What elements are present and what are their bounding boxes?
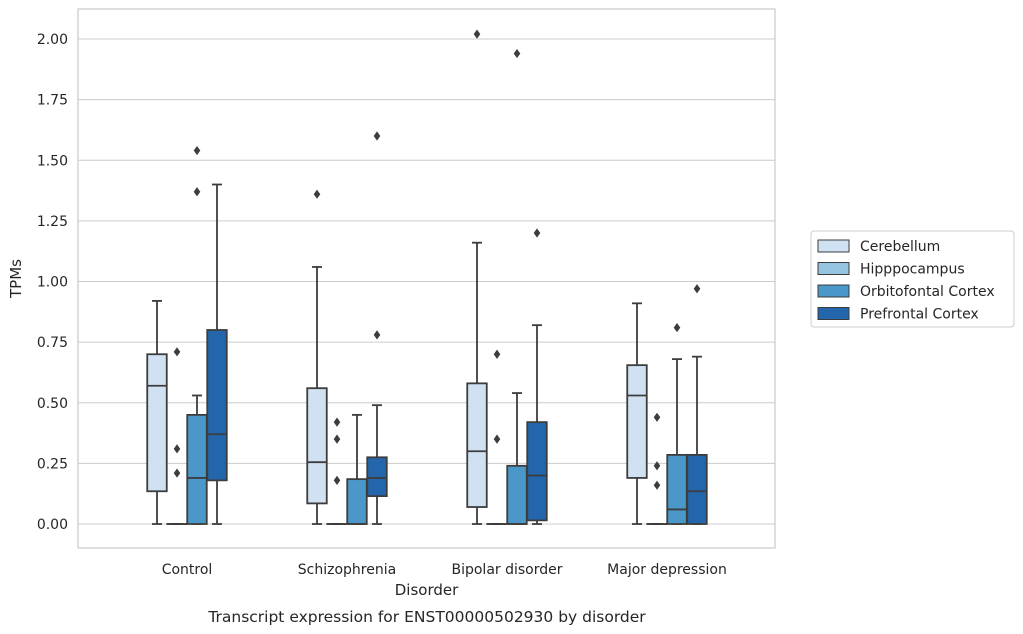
- box-orbitofontal-cortex: [506, 48, 528, 525]
- box-hipppocampus: [646, 412, 668, 525]
- y-tick-label: 0.75: [37, 335, 68, 351]
- box-prefrontal-cortex: [206, 183, 228, 525]
- box-plots: [146, 29, 708, 525]
- outlier-point: [173, 347, 181, 357]
- box-body: [466, 382, 488, 508]
- box-body: [686, 453, 708, 525]
- outlier-point: [313, 189, 321, 199]
- chart-caption: Transcript expression for ENST0000050293…: [207, 608, 646, 626]
- box-body: [346, 478, 368, 525]
- box-hipppocampus: [166, 347, 188, 525]
- y-tick-label: 0.25: [37, 456, 68, 472]
- x-tick-label: Schizophrenia: [298, 562, 396, 578]
- x-tick-label: Major depression: [607, 562, 727, 578]
- outlier-point: [373, 131, 381, 141]
- outlier-point: [173, 468, 181, 478]
- y-tick-label: 1.00: [37, 275, 68, 291]
- outlier-point: [533, 228, 541, 238]
- legend-label: Cerebellum: [860, 239, 940, 255]
- box-body: [506, 464, 528, 525]
- box-body: [306, 387, 328, 505]
- legend-swatch: [817, 239, 850, 253]
- grid-lines: [78, 38, 775, 525]
- outlier-point: [493, 349, 501, 359]
- legend-label: Prefrontal Cortex: [860, 307, 979, 323]
- legend-label: Orbitofontal Cortex: [860, 284, 995, 300]
- box-prefrontal-cortex: [366, 131, 388, 525]
- outlier-point: [333, 434, 341, 444]
- box-prefrontal-cortex: [526, 228, 548, 525]
- box-orbitofontal-cortex: [666, 322, 688, 525]
- box-hipppocampus: [486, 349, 508, 525]
- legend-swatch: [817, 307, 850, 320]
- box-hipppocampus: [326, 417, 348, 525]
- outlier-point: [673, 322, 681, 333]
- y-tick-label: 1.25: [37, 214, 68, 230]
- outlier-point: [173, 444, 181, 454]
- y-tick-label: 1.75: [37, 93, 68, 109]
- box-orbitofontal-cortex: [346, 413, 368, 525]
- outlier-point: [653, 412, 661, 422]
- y-tick-label: 0.00: [37, 517, 68, 533]
- plot-area: [77, 8, 776, 549]
- legend-swatch: [817, 262, 850, 275]
- outlier-point: [333, 417, 341, 427]
- outlier-point: [513, 48, 521, 59]
- y-tick-label: 0.50: [37, 396, 68, 412]
- outlier-point: [373, 330, 381, 340]
- y-tick-label: 2.00: [37, 32, 68, 48]
- box-body: [206, 329, 228, 482]
- outlier-point: [693, 284, 701, 294]
- legend-swatch: [817, 284, 850, 298]
- box-body: [666, 453, 688, 525]
- box-body: [626, 364, 648, 479]
- y-axis-ticks: 0.00 0.25 0.50 0.75 1.00 1.25 1.50 1.75 2.00: [37, 32, 68, 533]
- box-cerebellum: [626, 302, 648, 525]
- box-cerebellum: [466, 29, 488, 525]
- outlier-point: [493, 434, 501, 444]
- legend-label: Hipppocampus: [860, 262, 965, 278]
- box-body: [526, 421, 548, 522]
- x-tick-label: Bipolar disorder: [451, 562, 562, 578]
- y-tick-label: 1.50: [37, 153, 68, 169]
- x-axis-label: Disorder: [395, 581, 459, 599]
- box-cerebellum: [306, 189, 328, 525]
- outlier-point: [193, 145, 201, 156]
- legend: Cerebellum Hipppocampus Orbitofontal Corte…: [810, 230, 1015, 328]
- outlier-point: [653, 461, 661, 471]
- outlier-point: [473, 29, 481, 39]
- y-axis-label: TPMs: [7, 259, 25, 299]
- x-tick-label: Control: [162, 562, 213, 578]
- box-body: [186, 413, 208, 525]
- box-body: [146, 353, 168, 493]
- box-body: [366, 456, 388, 498]
- box-orbitofontal-cortex: [186, 145, 208, 525]
- x-axis-ticks: Control Schizophrenia Bipolar disorder Majo…: [162, 562, 727, 578]
- outlier-point: [653, 480, 661, 490]
- legend-frame: [810, 230, 1015, 328]
- box-prefrontal-cortex: [686, 284, 708, 525]
- box-cerebellum: [146, 299, 168, 525]
- outlier-point: [193, 187, 201, 197]
- outlier-point: [333, 475, 341, 485]
